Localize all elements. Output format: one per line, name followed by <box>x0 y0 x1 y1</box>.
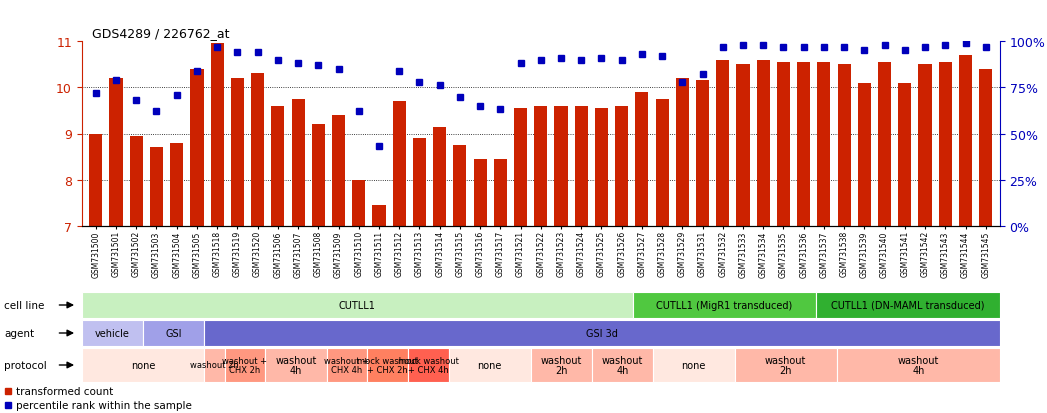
Bar <box>204 348 224 382</box>
Bar <box>367 348 408 382</box>
Bar <box>408 348 449 382</box>
Text: none: none <box>682 360 706 370</box>
Bar <box>653 348 735 382</box>
Text: mock washout
+ CHX 4h: mock washout + CHX 4h <box>398 356 459 375</box>
Bar <box>939 63 952 226</box>
Bar <box>857 83 871 226</box>
Bar <box>453 146 467 226</box>
Bar <box>352 180 365 226</box>
Bar <box>592 348 653 382</box>
Bar <box>817 292 1000 319</box>
Bar <box>531 348 592 382</box>
Text: washout
4h: washout 4h <box>602 355 643 375</box>
Bar <box>878 63 891 226</box>
Bar <box>171 143 183 226</box>
Bar <box>82 292 632 319</box>
Bar <box>204 320 1000 347</box>
Bar <box>632 292 817 319</box>
Bar <box>979 69 993 226</box>
Text: GSI: GSI <box>165 328 182 338</box>
Bar <box>696 81 709 226</box>
Text: percentile rank within the sample: percentile rank within the sample <box>16 400 192 410</box>
Bar <box>373 206 385 226</box>
Bar <box>312 125 325 226</box>
Bar <box>82 348 204 382</box>
Bar <box>265 348 327 382</box>
Bar <box>150 148 163 226</box>
Text: GSI 3d: GSI 3d <box>586 328 618 338</box>
Bar <box>716 60 730 226</box>
Bar <box>494 159 507 226</box>
Bar <box>413 139 426 226</box>
Bar <box>473 159 487 226</box>
Text: washout
4h: washout 4h <box>897 355 939 375</box>
Bar <box>735 348 837 382</box>
Bar <box>449 348 531 382</box>
Bar <box>777 63 790 226</box>
Bar <box>191 69 203 226</box>
Text: washout
2h: washout 2h <box>765 355 806 375</box>
Text: CUTLL1 (DN-MAML transduced): CUTLL1 (DN-MAML transduced) <box>831 300 985 310</box>
Text: washout
4h: washout 4h <box>275 355 316 375</box>
Bar <box>230 79 244 226</box>
Bar <box>675 79 689 226</box>
Text: vehicle: vehicle <box>95 328 130 338</box>
Bar <box>224 348 265 382</box>
Text: cell line: cell line <box>4 300 44 310</box>
Text: mock washout
+ CHX 2h: mock washout + CHX 2h <box>357 356 418 375</box>
Text: washout +
CHX 2h: washout + CHX 2h <box>222 356 267 375</box>
Bar <box>110 79 122 226</box>
Bar <box>130 136 142 226</box>
Bar <box>291 100 305 226</box>
Bar <box>575 107 587 226</box>
Bar <box>89 135 103 226</box>
Bar <box>797 63 810 226</box>
Bar <box>837 348 1000 382</box>
Bar <box>332 116 346 226</box>
Bar <box>838 65 851 226</box>
Bar <box>534 107 548 226</box>
Bar <box>918 65 932 226</box>
Bar <box>615 107 628 226</box>
Bar <box>251 74 264 226</box>
Text: CUTLL1 (MigR1 transduced): CUTLL1 (MigR1 transduced) <box>656 300 793 310</box>
Bar <box>142 320 204 347</box>
Bar <box>655 100 669 226</box>
Bar <box>210 44 224 226</box>
Bar <box>818 63 830 226</box>
Text: none: none <box>131 360 155 370</box>
Bar <box>393 102 406 226</box>
Bar <box>757 60 770 226</box>
Bar <box>959 56 972 226</box>
Text: none: none <box>477 360 502 370</box>
Text: transformed count: transformed count <box>16 387 113 396</box>
Bar <box>327 348 367 382</box>
Text: washout +
CHX 4h: washout + CHX 4h <box>325 356 370 375</box>
Bar <box>636 93 648 226</box>
Text: washout
2h: washout 2h <box>540 355 582 375</box>
Text: agent: agent <box>4 328 35 338</box>
Bar <box>433 127 446 226</box>
Text: washout 2h: washout 2h <box>190 361 239 370</box>
Bar <box>555 107 567 226</box>
Bar <box>82 320 142 347</box>
Text: protocol: protocol <box>4 360 47 370</box>
Bar <box>271 107 285 226</box>
Text: GDS4289 / 226762_at: GDS4289 / 226762_at <box>92 27 229 40</box>
Bar <box>898 83 911 226</box>
Text: CUTLL1: CUTLL1 <box>338 300 376 310</box>
Bar <box>514 109 527 226</box>
Bar <box>736 65 750 226</box>
Bar <box>595 109 608 226</box>
